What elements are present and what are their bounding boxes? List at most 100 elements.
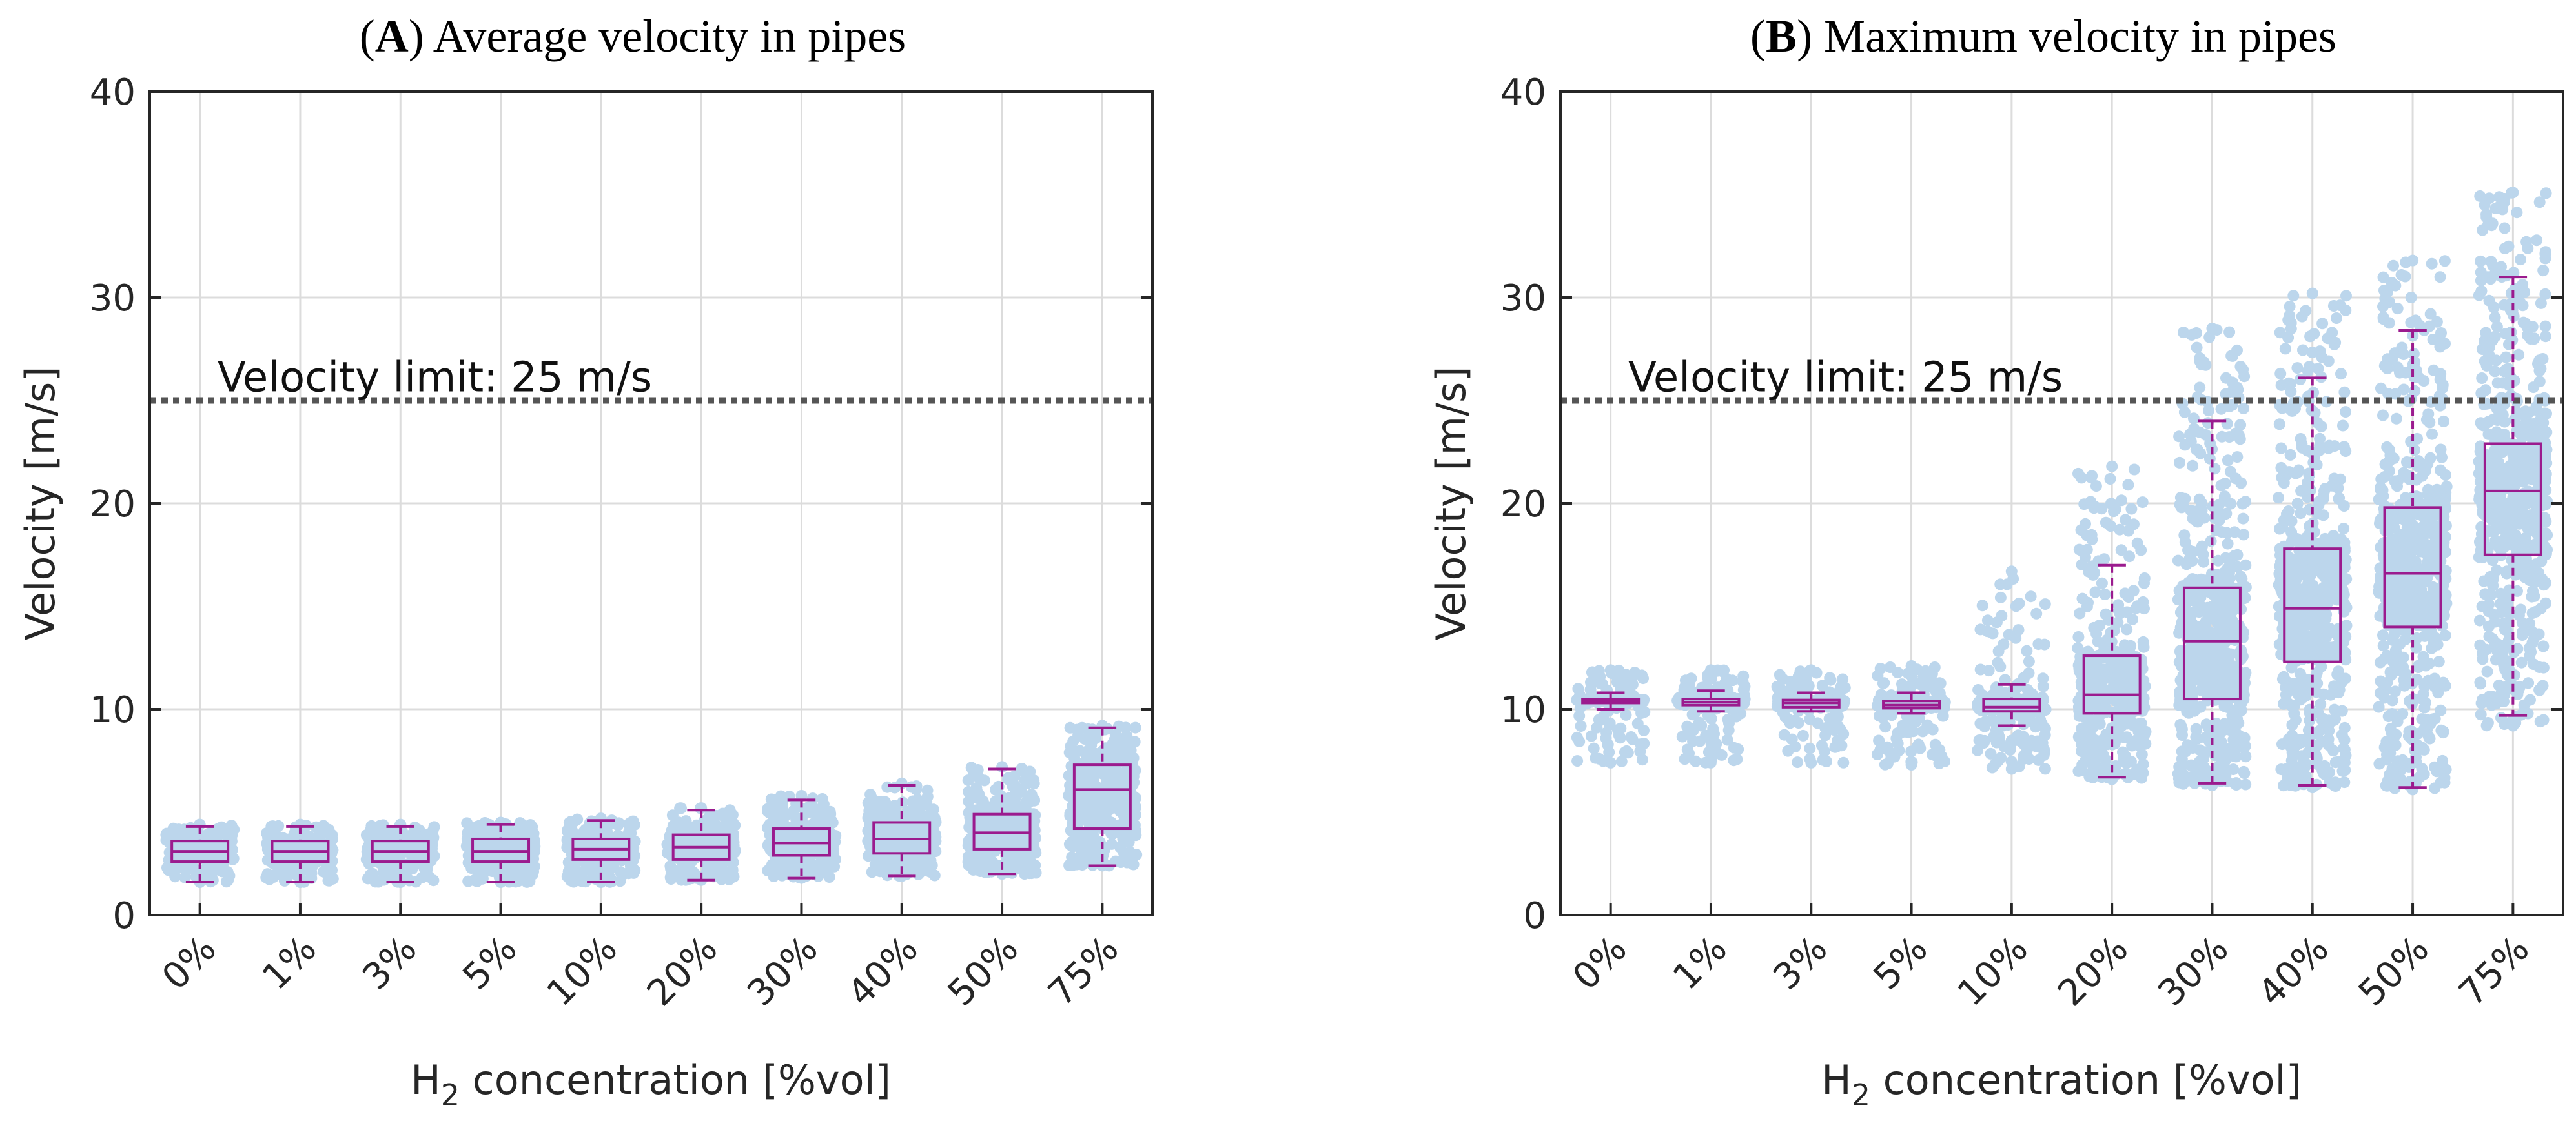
scatter-point: [1604, 664, 1617, 676]
scatter-point: [2136, 496, 2149, 509]
scatter-point: [2215, 767, 2227, 780]
scatter-point: [2191, 327, 2202, 339]
scatter-point: [2134, 741, 2147, 753]
scatter-point: [666, 809, 679, 822]
scatter-point: [665, 873, 677, 885]
scatter-point: [2182, 544, 2194, 556]
scatter-point: [2100, 516, 2112, 529]
scatter-point: [2131, 537, 2143, 549]
scatter-point: [1994, 578, 2007, 590]
scatter-point: [1064, 721, 1076, 734]
scatter-point: [500, 847, 513, 859]
scatter-point: [1994, 704, 2006, 716]
scatter-point: [2005, 763, 2018, 775]
scatter-point: [2204, 437, 2216, 449]
scatter-point: [1694, 735, 1706, 747]
scatter-point: [1612, 724, 1624, 736]
scatter-point: [2089, 672, 2101, 685]
scatter-point: [2078, 498, 2090, 510]
scatter-point: [361, 845, 373, 858]
scatter-point: [1678, 683, 1690, 696]
scatter-point: [1812, 717, 1824, 729]
scatter-point: [225, 820, 238, 832]
scatter-point: [1933, 757, 1945, 769]
scatter-point: [768, 858, 780, 870]
scatter-point: [782, 825, 794, 838]
scatter-point: [1634, 745, 1646, 758]
panel-a-title: (A) Average velocity in pipes: [360, 10, 906, 62]
scatter-point: [484, 850, 496, 862]
scatter-point: [2198, 556, 2210, 568]
scatter-point: [2123, 643, 2135, 656]
scatter-point: [1892, 738, 1904, 749]
scatter-point: [1076, 721, 1089, 734]
scatter-point: [220, 876, 232, 888]
scatter-point: [828, 860, 841, 873]
scatter-point: [2203, 452, 2216, 465]
scatter-point: [921, 791, 934, 803]
scatter-point: [1585, 676, 1597, 689]
scatter-point: [2010, 600, 2022, 612]
scatter-point: [1637, 672, 1649, 685]
scatter-point: [2231, 381, 2244, 394]
scatter-point: [2239, 740, 2251, 752]
scatter-point: [2178, 327, 2189, 339]
scatter-point: [465, 862, 478, 874]
scatter-point: [768, 870, 780, 882]
scatter-point: [808, 802, 820, 814]
scatter-point: [2083, 771, 2096, 783]
scatter-point: [2236, 498, 2249, 510]
scatter-point: [1704, 756, 1717, 769]
scatter-point: [1078, 838, 1090, 851]
scatter-point: [2222, 538, 2234, 550]
scatter-point: [2025, 590, 2037, 603]
scatter-point: [597, 825, 609, 838]
scatter-point: [728, 871, 740, 883]
scatter-point: [1881, 741, 1894, 753]
scatter-point: [2216, 526, 2227, 538]
scatter-point: [2234, 433, 2246, 445]
scatter-point: [914, 805, 926, 818]
scatter-point: [1620, 709, 1632, 721]
scatter-point: [1005, 856, 1017, 868]
scatter-point: [1905, 660, 1917, 672]
scatter-point: [1704, 664, 1717, 676]
scatter-point: [2137, 758, 2149, 771]
scatter-point: [1825, 674, 1837, 686]
panel-a-x-ticks: 0% 1% 3% 5% 10% 20% 30% 40% 50% 75%: [154, 903, 1127, 1014]
scatter-point: [2089, 586, 2101, 598]
scatter-point: [1992, 755, 2005, 767]
scatter-point: [2238, 402, 2249, 414]
scatter-point: [521, 876, 533, 888]
scatter-point: [1681, 720, 1693, 732]
panel-a-x-axis-label: H2 concentration [%vol]: [411, 1056, 891, 1113]
scatter-point: [2274, 367, 2287, 379]
scatter-point: [1690, 755, 1702, 767]
scatter-point: [418, 840, 430, 853]
scatter-point: [2174, 456, 2185, 469]
scatter-point: [2072, 765, 2085, 777]
scatter-point: [1028, 794, 1040, 806]
scatter-point: [1934, 744, 1946, 756]
scatter-point: [980, 857, 992, 869]
scatter-point: [2074, 607, 2086, 620]
x-tick-label: 10%: [539, 928, 626, 1014]
scatter-point: [374, 820, 386, 832]
scatter-point: [2186, 573, 2198, 585]
x-tick-label: 20%: [639, 928, 726, 1014]
scatter-point: [2238, 765, 2250, 778]
scatter-point: [1590, 752, 1602, 764]
scatter-point: [1571, 755, 1584, 767]
scatter-point: [325, 847, 336, 859]
scatter-point: [2222, 454, 2234, 467]
scatter-point: [1586, 666, 1598, 678]
scatter-point: [816, 793, 828, 805]
scatter-point: [2234, 361, 2247, 372]
scatter-point: [784, 852, 796, 864]
scatter-point: [1603, 746, 1615, 758]
scatter-point: [1008, 770, 1021, 782]
scatter-point: [1014, 786, 1027, 798]
scatter-point: [1926, 667, 1938, 680]
scatter-point: [2120, 514, 2132, 526]
scatter-point: [1573, 736, 1586, 747]
